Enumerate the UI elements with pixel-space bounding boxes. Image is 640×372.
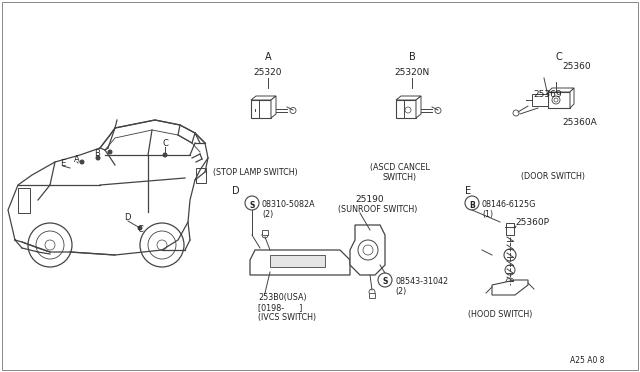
Text: SWITCH): SWITCH) [383, 173, 417, 182]
Circle shape [504, 249, 516, 261]
Bar [396, 100, 416, 118]
Text: 25320: 25320 [253, 68, 282, 77]
Circle shape [96, 156, 100, 160]
Text: 25360A: 25360A [562, 118, 596, 127]
Text: 25360: 25360 [562, 62, 591, 71]
Circle shape [465, 196, 479, 210]
Polygon shape [492, 280, 528, 295]
Circle shape [108, 150, 112, 154]
Bar [369, 293, 375, 298]
Text: C: C [556, 52, 563, 62]
Circle shape [245, 196, 259, 210]
Bar [270, 255, 325, 267]
Text: B: B [408, 52, 415, 62]
Circle shape [163, 153, 167, 157]
Circle shape [358, 240, 378, 260]
Polygon shape [570, 88, 574, 108]
Text: D: D [232, 186, 239, 196]
Text: 08146-6125G: 08146-6125G [482, 200, 536, 209]
Bar [532, 94, 548, 106]
Text: S: S [250, 201, 255, 209]
Text: (IVCS SWITCH): (IVCS SWITCH) [258, 313, 316, 322]
Circle shape [140, 223, 184, 267]
Circle shape [554, 98, 558, 102]
Text: (1): (1) [482, 210, 493, 219]
Text: B: B [94, 148, 100, 157]
Bar [251, 100, 271, 118]
Circle shape [405, 107, 411, 113]
Text: (SUNROOF SWITCH): (SUNROOF SWITCH) [338, 205, 417, 214]
Text: 08310-5082A: 08310-5082A [262, 200, 316, 209]
Bar [196, 168, 206, 183]
Text: [0198-      ]: [0198- ] [258, 303, 302, 312]
Polygon shape [416, 96, 421, 118]
Text: 253B0(USA): 253B0(USA) [258, 293, 307, 302]
Text: E: E [60, 160, 66, 169]
Text: A: A [265, 52, 271, 62]
Circle shape [45, 240, 55, 250]
Circle shape [290, 108, 296, 113]
Text: 08543-31042: 08543-31042 [395, 277, 448, 286]
Text: D: D [124, 214, 131, 222]
Circle shape [435, 108, 441, 113]
Circle shape [148, 231, 176, 259]
Circle shape [157, 240, 167, 250]
Text: (DOOR SWITCH): (DOOR SWITCH) [521, 172, 585, 181]
Circle shape [363, 245, 373, 255]
Text: C: C [162, 140, 168, 148]
Circle shape [505, 265, 515, 275]
Polygon shape [548, 88, 574, 92]
Circle shape [28, 223, 72, 267]
Bar [262, 230, 268, 235]
Text: 25190: 25190 [355, 195, 383, 204]
Polygon shape [250, 250, 350, 275]
Text: 25369: 25369 [533, 90, 562, 99]
Polygon shape [396, 96, 421, 100]
Text: A: A [74, 154, 80, 164]
Circle shape [80, 160, 84, 164]
Circle shape [506, 278, 514, 286]
Text: (HOOD SWITCH): (HOOD SWITCH) [468, 310, 532, 319]
Circle shape [36, 231, 64, 259]
Polygon shape [350, 225, 385, 275]
Circle shape [513, 110, 519, 116]
Text: 25360P: 25360P [515, 218, 549, 227]
Text: (ASCD CANCEL: (ASCD CANCEL [370, 163, 430, 172]
Polygon shape [271, 96, 276, 118]
Bar [548, 92, 570, 108]
Circle shape [138, 226, 142, 230]
Text: A25 A0 8: A25 A0 8 [570, 356, 605, 365]
Circle shape [369, 289, 375, 295]
Text: B: B [469, 201, 475, 209]
Text: (2): (2) [262, 210, 273, 219]
Text: S: S [382, 278, 388, 286]
Polygon shape [251, 96, 276, 100]
Text: (STOP LAMP SWITCH): (STOP LAMP SWITCH) [212, 168, 298, 177]
Text: C: C [137, 225, 143, 234]
Circle shape [262, 232, 268, 238]
Bar [506, 223, 514, 235]
Text: 25320N: 25320N [394, 68, 429, 77]
Text: E: E [465, 186, 471, 196]
Bar [18, 188, 30, 213]
Circle shape [378, 273, 392, 287]
Text: (2): (2) [395, 287, 406, 296]
Circle shape [552, 96, 560, 104]
